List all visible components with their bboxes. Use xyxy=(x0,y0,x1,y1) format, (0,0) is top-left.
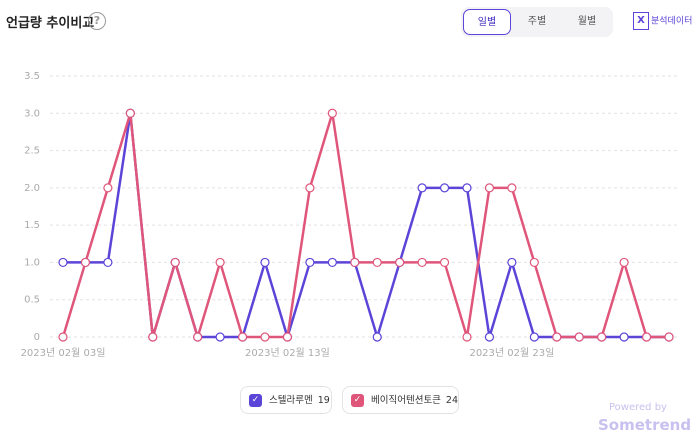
analysis-data-button[interactable]: X 분석데이터 xyxy=(633,12,692,30)
data-point xyxy=(417,257,427,268)
legend-name: 베이직어텐션토큰 xyxy=(371,395,441,406)
x-tick-label: 2023년 02월 23일 xyxy=(469,347,554,359)
data-point xyxy=(193,332,203,342)
data-point xyxy=(641,332,652,342)
data-point xyxy=(350,257,360,268)
tab-daily[interactable]: 일별 xyxy=(463,9,511,35)
analysis-data-label: 분석데이터 xyxy=(651,16,693,27)
data-point xyxy=(58,332,68,342)
data-point xyxy=(372,332,382,342)
data-point xyxy=(305,183,315,193)
data-point xyxy=(103,257,113,268)
data-point xyxy=(619,332,629,342)
help-icon[interactable]: ? xyxy=(88,12,106,30)
y-tick-label: 2.0 xyxy=(24,183,40,194)
data-point xyxy=(103,183,113,193)
data-point xyxy=(664,332,674,342)
excel-icon: X xyxy=(633,12,649,30)
data-point xyxy=(462,183,472,193)
data-point xyxy=(170,257,180,268)
data-point xyxy=(215,332,225,342)
data-point xyxy=(327,108,337,118)
legend-checkbox: ✓ xyxy=(249,394,262,407)
brand: Sometrend xyxy=(598,416,692,434)
data-point xyxy=(282,332,293,342)
data-point xyxy=(58,257,68,268)
data-point xyxy=(439,183,450,193)
data-point xyxy=(484,183,495,193)
legend-name: 스텔라루멘 xyxy=(269,395,313,406)
series-line xyxy=(61,112,669,339)
powered-by: Powered by xyxy=(609,402,667,413)
data-point xyxy=(80,257,91,268)
page-title: 언급량 추이비교 xyxy=(6,16,95,31)
data-point xyxy=(305,257,315,268)
period-tabs: 일별 주별 월별 xyxy=(461,7,613,37)
data-point xyxy=(260,257,270,268)
y-tick-label: 1.5 xyxy=(24,220,40,231)
data-point xyxy=(148,332,158,342)
data-point xyxy=(395,257,405,268)
data-point xyxy=(529,257,539,268)
data-point xyxy=(619,257,629,268)
tab-weekly[interactable]: 주별 xyxy=(527,16,547,27)
data-point xyxy=(372,257,382,268)
legend-total: 24 xyxy=(445,395,459,406)
data-point xyxy=(260,332,270,342)
y-tick-label: 2.5 xyxy=(24,146,40,157)
legend-item[interactable]: ✓ 베이직어텐션토큰 24 xyxy=(342,386,459,414)
data-point xyxy=(484,332,495,342)
data-point xyxy=(215,257,225,268)
y-tick-label: 0.5 xyxy=(24,295,40,306)
data-point xyxy=(125,108,135,118)
data-point xyxy=(237,332,248,342)
x-tick-label: 2023년 02월 13일 xyxy=(245,347,330,359)
data-point xyxy=(552,332,562,342)
data-point xyxy=(507,183,517,193)
legend-item[interactable]: ✓ 스텔라루멘 19 xyxy=(240,386,332,414)
data-point xyxy=(597,332,607,342)
y-tick-label: 3.5 xyxy=(24,71,40,82)
y-tick-label: 0 xyxy=(34,332,40,343)
data-point xyxy=(574,332,584,342)
data-point xyxy=(417,183,427,193)
x-tick-label: 2023년 02월 03일 xyxy=(21,347,106,359)
y-tick-label: 1.0 xyxy=(24,257,40,268)
data-point xyxy=(507,257,517,268)
legend-total: 19 xyxy=(317,395,330,406)
legend-checkbox: ✓ xyxy=(351,394,364,407)
data-point xyxy=(529,332,539,342)
data-point xyxy=(462,332,472,342)
tab-monthly[interactable]: 월별 xyxy=(577,16,597,27)
data-point xyxy=(439,257,450,268)
data-point xyxy=(327,257,337,268)
y-tick-label: 3.0 xyxy=(24,108,40,119)
